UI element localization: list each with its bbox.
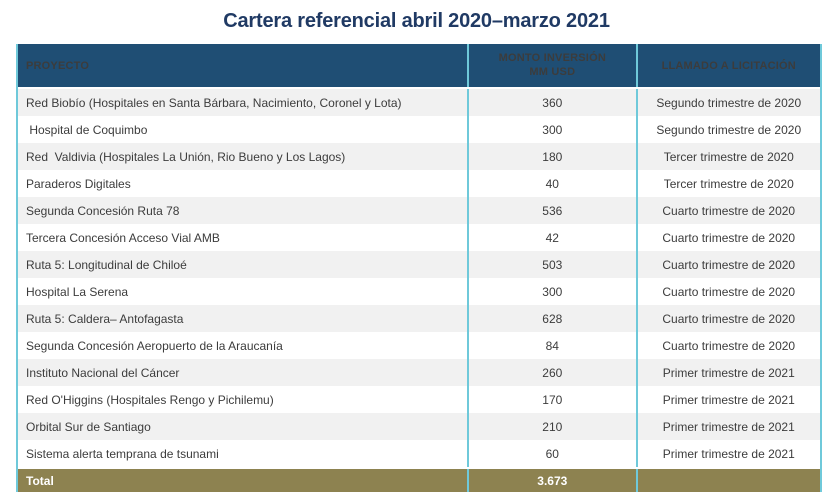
amount-cell: 503 — [467, 251, 635, 278]
tender-cell: Cuarto trimestre de 2020 — [635, 332, 820, 359]
table-header-row: PROYECTO MONTO INVERSIÓN MM USD LLAMADO … — [18, 44, 820, 89]
project-cell: Orbital Sur de Santiago — [26, 419, 151, 434]
tender-cell: Primer trimestre de 2021 — [635, 359, 820, 386]
amount-cell: 40 — [467, 170, 635, 197]
project-cell: Red O'Higgins (Hospitales Rengo y Pichil… — [26, 392, 274, 407]
tender-cell: Primer trimestre de 2021 — [635, 413, 820, 440]
table-body: Red Biobío (Hospitales en Santa Bárbara,… — [18, 89, 820, 467]
table-row: Tercera Concesión Acceso Vial AMB 42 Cua… — [18, 224, 820, 251]
project-cell: Tercera Concesión Acceso Vial AMB — [26, 230, 220, 245]
amount-cell: 300 — [467, 278, 635, 305]
total-tender-empty — [635, 469, 820, 492]
amount-cell: 628 — [467, 305, 635, 332]
amount-cell: 536 — [467, 197, 635, 224]
tender-cell: Cuarto trimestre de 2020 — [635, 305, 820, 332]
table-row: Instituto Nacional del Cáncer 260 Primer… — [18, 359, 820, 386]
table-row: Segunda Concesión Ruta 78 536 Cuarto tri… — [18, 197, 820, 224]
tender-cell: Cuarto trimestre de 2020 — [635, 251, 820, 278]
header-cell-proyecto: PROYECTO — [26, 59, 90, 72]
amount-cell: 180 — [467, 143, 635, 170]
total-amount: 3.673 — [467, 469, 635, 492]
project-cell: Red Biobío (Hospitales en Santa Bárbara,… — [26, 95, 402, 110]
project-cell: Red Valdivia (Hospitales La Unión, Rio B… — [26, 149, 346, 164]
amount-cell: 42 — [467, 224, 635, 251]
table-row: Segunda Concesión Aeropuerto de la Arauc… — [18, 332, 820, 359]
project-cell: Hospital La Serena — [26, 284, 129, 299]
project-cell: Segunda Concesión Aeropuerto de la Arauc… — [26, 338, 283, 353]
tender-cell: Tercer trimestre de 2020 — [635, 170, 820, 197]
table-row: Hospital de Coquimbo 300 Segundo trimest… — [18, 116, 820, 143]
table-row: Paraderos Digitales 40 Tercer trimestre … — [18, 170, 820, 197]
table-row: Hospital La Serena 300 Cuarto trimestre … — [18, 278, 820, 305]
header-monto-line2: MM USD — [529, 65, 576, 78]
amount-cell: 210 — [467, 413, 635, 440]
total-row: Total 3.673 — [18, 467, 820, 492]
amount-cell: 60 — [467, 440, 635, 467]
project-cell: Hospital de Coquimbo — [26, 122, 148, 137]
table-row: Ruta 5: Longitudinal de Chiloé 503 Cuart… — [18, 251, 820, 278]
table-row: Sistema alerta temprana de tsunami 60 Pr… — [18, 440, 820, 467]
project-cell: Sistema alerta temprana de tsunami — [26, 446, 219, 461]
table-row: Red O'Higgins (Hospitales Rengo y Pichil… — [18, 386, 820, 413]
header-cell-llamado: LLAMADO A LICITACIÓN — [635, 44, 820, 87]
project-cell: Paraderos Digitales — [26, 176, 131, 191]
tender-cell: Segundo trimestre de 2020 — [635, 116, 820, 143]
table-row: Orbital Sur de Santiago 210 Primer trime… — [18, 413, 820, 440]
tender-cell: Segundo trimestre de 2020 — [635, 89, 820, 116]
amount-cell: 360 — [467, 89, 635, 116]
tender-cell: Primer trimestre de 2021 — [635, 386, 820, 413]
projects-table: PROYECTO MONTO INVERSIÓN MM USD LLAMADO … — [16, 44, 822, 492]
total-label: Total — [26, 473, 54, 488]
page-title: Cartera referencial abril 2020–marzo 202… — [223, 10, 610, 32]
tender-cell: Cuarto trimestre de 2020 — [635, 224, 820, 251]
tender-cell: Cuarto trimestre de 2020 — [635, 278, 820, 305]
header-monto-line1: MONTO INVERSIÓN — [498, 51, 606, 64]
amount-cell: 84 — [467, 332, 635, 359]
header-cell-monto: MONTO INVERSIÓN MM USD — [467, 44, 635, 87]
tender-cell: Cuarto trimestre de 2020 — [635, 197, 820, 224]
amount-cell: 260 — [467, 359, 635, 386]
tender-cell: Tercer trimestre de 2020 — [635, 143, 820, 170]
table-row: Ruta 5: Caldera– Antofagasta 628 Cuarto … — [18, 305, 820, 332]
project-cell: Segunda Concesión Ruta 78 — [26, 203, 180, 218]
tender-cell: Primer trimestre de 2021 — [635, 440, 820, 467]
table-row: Red Valdivia (Hospitales La Unión, Rio B… — [18, 143, 820, 170]
amount-cell: 300 — [467, 116, 635, 143]
project-cell: Ruta 5: Caldera– Antofagasta — [26, 311, 184, 326]
project-cell: Instituto Nacional del Cáncer — [26, 365, 180, 380]
amount-cell: 170 — [467, 386, 635, 413]
table-row: Red Biobío (Hospitales en Santa Bárbara,… — [18, 89, 820, 116]
project-cell: Ruta 5: Longitudinal de Chiloé — [26, 257, 187, 272]
